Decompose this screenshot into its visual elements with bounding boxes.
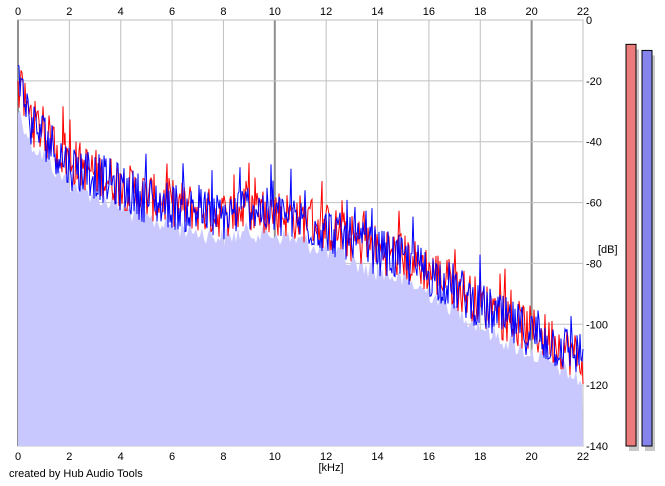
x-tick-label-top: 22	[577, 6, 589, 18]
spectrum-area	[18, 110, 583, 447]
x-tick-label-bottom: 8	[220, 451, 226, 463]
x-tick-label-top: 6	[169, 6, 175, 18]
x-tick-label-top: 4	[118, 6, 124, 18]
x-tick-label-top: 14	[371, 6, 383, 18]
x-tick-label-top: 10	[269, 6, 281, 18]
x-tick-label-top: 18	[474, 6, 486, 18]
x-tick-label-bottom: 4	[118, 451, 124, 463]
x-tick-label-bottom: 6	[169, 451, 175, 463]
axis-ticks: 002244668810101212141416161818202022220-…	[15, 6, 608, 463]
x-tick-label-top: 8	[220, 6, 226, 18]
level-meters	[625, 43, 655, 452]
y-tick-label: -60	[586, 198, 602, 210]
x-tick-label-bottom: 2	[66, 451, 72, 463]
y-tick-label: -80	[586, 258, 602, 270]
x-tick-label-top: 12	[320, 6, 332, 18]
y-tick-label: -120	[586, 380, 608, 392]
spectrum-fill	[18, 110, 583, 447]
x-tick-label-bottom: 22	[577, 451, 589, 463]
x-tick-label-bottom: 14	[371, 451, 383, 463]
y-tick-label: -140	[586, 441, 608, 453]
x-tick-label-bottom: 0	[15, 451, 21, 463]
x-tick-label-bottom: 12	[320, 451, 332, 463]
x-tick-label-bottom: 16	[423, 451, 435, 463]
y-axis-label: [dB]	[598, 244, 618, 256]
x-tick-label-top: 20	[526, 6, 538, 18]
y-tick-label: -40	[586, 137, 602, 149]
credit-text: created by Hub Audio Tools	[9, 468, 143, 480]
y-tick-label: -100	[586, 319, 608, 331]
y-tick-label: 0	[586, 15, 592, 27]
x-tick-label-top: 0	[15, 6, 21, 18]
x-tick-label-top: 2	[66, 6, 72, 18]
x-tick-label-bottom: 18	[474, 451, 486, 463]
x-axis-label: [kHz]	[318, 462, 343, 474]
spectrum-series	[17, 64, 584, 385]
x-tick-label-bottom: 10	[269, 451, 281, 463]
level-meter-left	[625, 43, 637, 447]
x-tick-label-top: 16	[423, 6, 435, 18]
y-tick-label: -20	[586, 76, 602, 88]
series-line-right	[17, 64, 584, 373]
x-tick-label-bottom: 20	[526, 451, 538, 463]
level-meter-right	[641, 49, 653, 447]
